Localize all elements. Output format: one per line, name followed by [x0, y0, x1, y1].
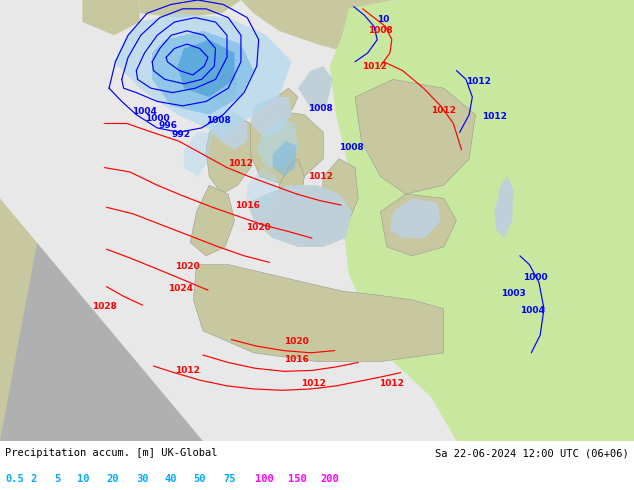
Text: 1012: 1012 — [361, 62, 387, 71]
Polygon shape — [330, 0, 634, 441]
Text: 50: 50 — [193, 474, 206, 484]
Text: 1012: 1012 — [301, 379, 327, 388]
Polygon shape — [82, 0, 139, 35]
Polygon shape — [0, 0, 82, 441]
Polygon shape — [184, 132, 212, 176]
Polygon shape — [206, 115, 257, 194]
Polygon shape — [178, 40, 235, 97]
Text: 1012: 1012 — [228, 159, 254, 168]
Text: 2: 2 — [30, 474, 37, 484]
Text: 1008: 1008 — [368, 26, 393, 35]
Polygon shape — [114, 13, 292, 132]
Text: 1000: 1000 — [524, 273, 548, 282]
Polygon shape — [273, 141, 297, 176]
Text: 150: 150 — [288, 474, 307, 484]
Polygon shape — [276, 88, 298, 110]
Polygon shape — [390, 198, 441, 238]
Text: 40: 40 — [165, 474, 178, 484]
Text: 100: 100 — [255, 474, 274, 484]
Text: 10: 10 — [377, 15, 390, 24]
Polygon shape — [190, 185, 235, 256]
Text: 10: 10 — [77, 474, 90, 484]
Text: Sa 22-06-2024 12:00 UTC (06+06): Sa 22-06-2024 12:00 UTC (06+06) — [435, 448, 629, 458]
Text: 1012: 1012 — [466, 77, 491, 86]
Text: 996: 996 — [158, 121, 178, 130]
Polygon shape — [247, 185, 352, 247]
Text: 1012: 1012 — [379, 379, 404, 388]
Polygon shape — [257, 119, 298, 168]
Polygon shape — [246, 168, 278, 212]
Text: 1012: 1012 — [482, 112, 507, 122]
Polygon shape — [152, 31, 254, 115]
Text: Precipitation accum. [m] UK-Global: Precipitation accum. [m] UK-Global — [5, 448, 217, 458]
Text: 1004: 1004 — [132, 107, 157, 116]
Text: 200: 200 — [320, 474, 339, 484]
Text: 30: 30 — [136, 474, 149, 484]
Text: 1016: 1016 — [235, 200, 260, 210]
Text: 1016: 1016 — [284, 355, 309, 364]
Text: 5: 5 — [54, 474, 60, 484]
Text: 1024: 1024 — [168, 284, 193, 294]
Text: 1008: 1008 — [339, 143, 365, 152]
Text: 1004: 1004 — [520, 306, 545, 316]
Text: 1020: 1020 — [284, 337, 309, 346]
Text: 1028: 1028 — [92, 302, 117, 311]
Polygon shape — [241, 0, 393, 53]
Polygon shape — [139, 0, 241, 18]
Text: 1003: 1003 — [501, 289, 526, 298]
Polygon shape — [0, 0, 203, 441]
Text: 1012: 1012 — [307, 172, 333, 181]
Polygon shape — [200, 75, 212, 97]
Polygon shape — [495, 176, 514, 238]
Text: 20: 20 — [107, 474, 119, 484]
Text: 1008: 1008 — [206, 116, 231, 125]
Polygon shape — [355, 79, 476, 194]
Polygon shape — [193, 265, 444, 362]
Polygon shape — [250, 110, 323, 185]
Polygon shape — [380, 194, 456, 256]
Text: 1012: 1012 — [431, 106, 456, 115]
Text: 1000: 1000 — [145, 114, 169, 122]
Text: 1020: 1020 — [246, 222, 271, 232]
Text: 1008: 1008 — [307, 103, 333, 113]
Polygon shape — [393, 0, 634, 168]
Text: 1020: 1020 — [174, 262, 200, 271]
Polygon shape — [298, 66, 333, 110]
Polygon shape — [212, 71, 238, 106]
Polygon shape — [250, 97, 292, 137]
Text: 1012: 1012 — [174, 366, 200, 375]
Polygon shape — [219, 115, 247, 150]
Polygon shape — [209, 106, 238, 141]
Text: 75: 75 — [223, 474, 236, 484]
Text: 992: 992 — [171, 130, 190, 139]
Polygon shape — [279, 159, 304, 220]
Polygon shape — [0, 0, 634, 441]
Polygon shape — [320, 159, 358, 238]
Text: 0.5: 0.5 — [5, 474, 24, 484]
